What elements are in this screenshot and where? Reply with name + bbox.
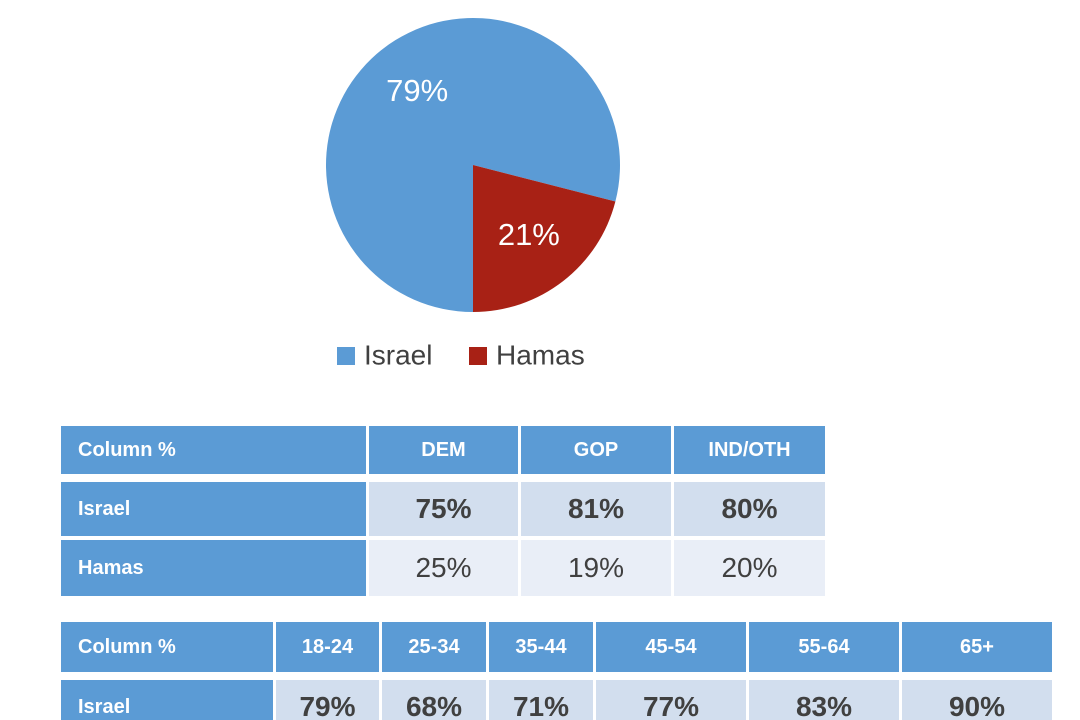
table-cell: 25% [369,540,518,596]
table-cell: Israel [61,680,273,720]
table-cell: Column % [61,622,273,672]
table-cell: 90% [902,680,1052,720]
table-cell: 77% [596,680,746,720]
table-cell: GOP [521,426,671,474]
table-cell: Hamas [61,540,366,596]
pie-chart: 79% 21% Israel Hamas [326,17,620,370]
legend-swatch [469,347,487,365]
pie-slice [473,165,616,312]
table-cell: 83% [749,680,899,720]
table-cell: DEM [369,426,518,474]
table-cell: 18-24 [276,622,379,672]
table-cell: 79% [276,680,379,720]
table-cell: 55-64 [749,622,899,672]
table-cell: Column % [61,426,366,474]
table-cell: Israel [61,482,366,536]
table-cell: 71% [489,680,593,720]
table-cell: 80% [674,482,825,536]
table-cell: 19% [521,540,671,596]
table-cell: 20% [674,540,825,596]
table-cell: 25-34 [382,622,486,672]
table-cell: 68% [382,680,486,720]
table-cell: 45-54 [596,622,746,672]
table-cell: IND/OTH [674,426,825,474]
table-cell: 65+ [902,622,1052,672]
table-cell: 75% [369,482,518,536]
legend-label: Hamas [496,339,585,370]
legend-label: Israel [364,339,432,370]
table-cell: 81% [521,482,671,536]
legend-swatch [337,347,355,365]
table-cell: 35-44 [489,622,593,672]
data-label: 79% [386,73,448,108]
data-label: 21% [498,217,560,252]
